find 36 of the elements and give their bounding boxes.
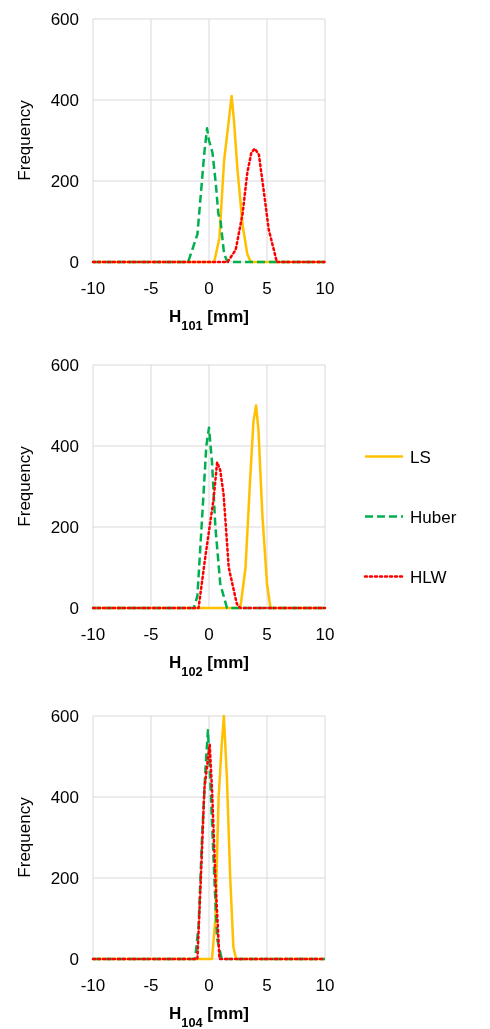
y-tick-label: 600 — [50, 10, 79, 29]
x-tick-label: -5 — [143, 976, 159, 995]
x-tick-label: 5 — [262, 976, 272, 995]
y-tick-label: 0 — [69, 599, 79, 618]
y-tick-label: 400 — [50, 91, 79, 110]
y-tick-label: 400 — [50, 788, 79, 807]
x-tick-label: 10 — [315, 625, 335, 644]
y-axis-title: Frequency — [15, 99, 34, 181]
x-tick-label: 0 — [204, 976, 214, 995]
x-tick-label: 5 — [262, 279, 272, 298]
y-tick-label: 0 — [69, 253, 79, 272]
y-tick-label: 0 — [69, 950, 79, 969]
x-tick-label: -10 — [80, 976, 106, 995]
y-axis-title: Frequency — [15, 445, 34, 527]
y-axis-title: Frequency — [15, 796, 34, 878]
x-tick-label: -10 — [80, 625, 106, 644]
x-tick-label: -10 — [80, 279, 106, 298]
x-tick-label: 0 — [204, 625, 214, 644]
y-tick-label: 600 — [50, 707, 79, 726]
x-axis-title: H$_{101}$ [mm] — [169, 307, 249, 333]
x-tick-label: -5 — [143, 279, 159, 298]
x-tick-label: 10 — [315, 976, 335, 995]
y-tick-label: 200 — [50, 172, 79, 191]
y-tick-label: 200 — [50, 869, 79, 888]
y-tick-label: 600 — [50, 356, 79, 375]
x-tick-label: -5 — [143, 625, 159, 644]
legend-label: HLW — [410, 567, 447, 587]
x-tick-label: 0 — [204, 279, 214, 298]
x-axis-title: H$_{102}$ [mm] — [169, 653, 249, 679]
x-tick-label: 5 — [262, 625, 272, 644]
y-tick-label: 400 — [50, 437, 79, 456]
legend-label: LS — [410, 447, 431, 467]
x-axis-title: H$_{104}$ [mm] — [169, 1004, 249, 1029]
y-tick-label: 200 — [50, 518, 79, 537]
legend-label: Huber — [410, 507, 457, 527]
x-tick-label: 10 — [315, 279, 335, 298]
